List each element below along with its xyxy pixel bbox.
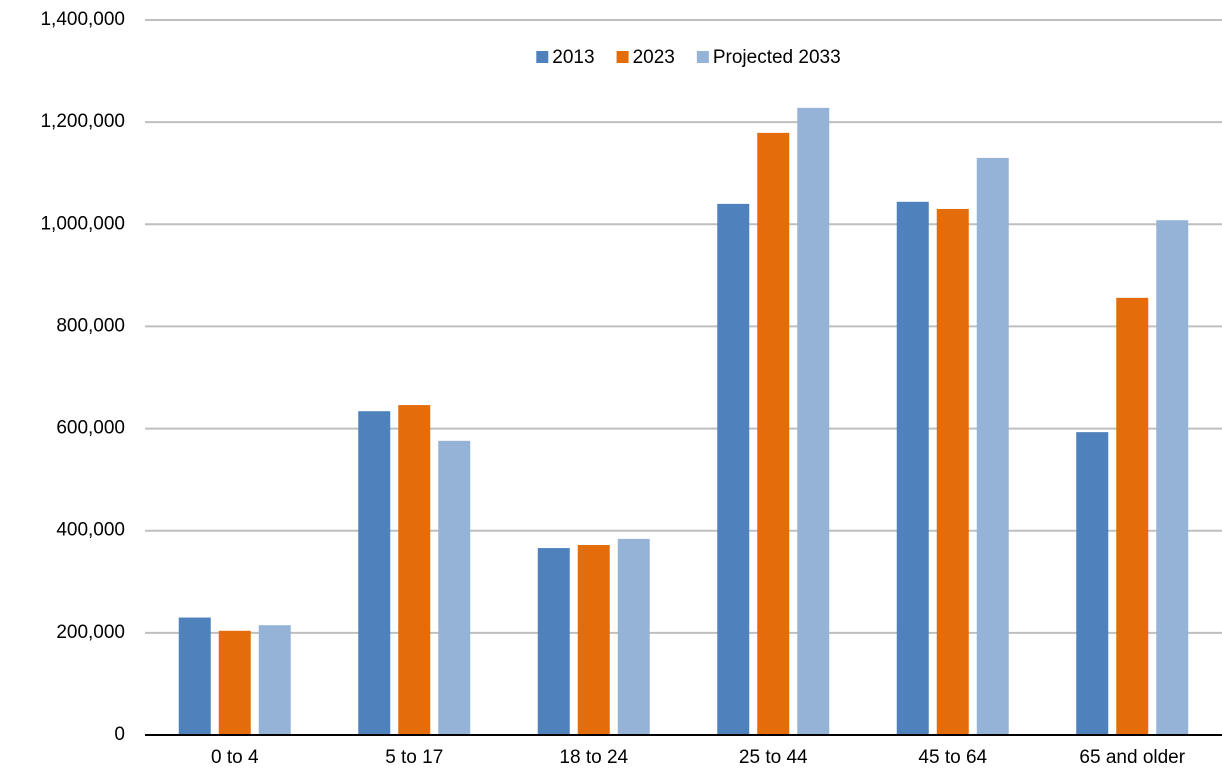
bar bbox=[936, 208, 969, 735]
y-tick-label: 400,000 bbox=[56, 520, 125, 541]
bar bbox=[976, 157, 1009, 736]
bar bbox=[577, 545, 610, 735]
x-tick-label: 65 and older bbox=[1079, 747, 1185, 768]
bar bbox=[258, 625, 291, 735]
y-tick-label: 200,000 bbox=[56, 622, 125, 643]
bar bbox=[178, 617, 211, 735]
bar bbox=[617, 538, 650, 735]
legend-label: Projected 2033 bbox=[713, 47, 841, 68]
legend-swatch bbox=[696, 51, 709, 63]
bar bbox=[537, 548, 570, 735]
y-tick-label: 600,000 bbox=[56, 418, 125, 439]
bar bbox=[1076, 432, 1109, 735]
y-tick-label: 1,200,000 bbox=[40, 111, 125, 132]
x-tick-label: 5 to 17 bbox=[385, 747, 443, 768]
legend-swatch bbox=[536, 51, 549, 63]
legend-swatch bbox=[616, 51, 629, 63]
legend-label: 2013 bbox=[552, 47, 594, 68]
y-tick-label: 800,000 bbox=[56, 315, 125, 336]
x-tick-label: 45 to 64 bbox=[918, 747, 987, 768]
legend-label: 2023 bbox=[633, 47, 675, 68]
bar bbox=[896, 201, 929, 736]
x-tick-label: 25 to 44 bbox=[739, 747, 808, 768]
x-tick-label: 18 to 24 bbox=[559, 747, 628, 768]
bar bbox=[797, 107, 830, 736]
bar bbox=[358, 411, 391, 735]
bar bbox=[218, 630, 251, 735]
bar bbox=[1156, 220, 1189, 735]
x-tick-label: 0 to 4 bbox=[211, 747, 259, 768]
bar bbox=[398, 405, 431, 735]
y-tick-label: 0 bbox=[114, 724, 125, 745]
y-tick-label: 1,000,000 bbox=[40, 213, 125, 234]
bar bbox=[438, 440, 471, 735]
bar bbox=[757, 132, 790, 735]
y-tick-label: 1,400,000 bbox=[40, 9, 125, 30]
bar bbox=[1116, 297, 1149, 735]
bar bbox=[717, 203, 750, 735]
